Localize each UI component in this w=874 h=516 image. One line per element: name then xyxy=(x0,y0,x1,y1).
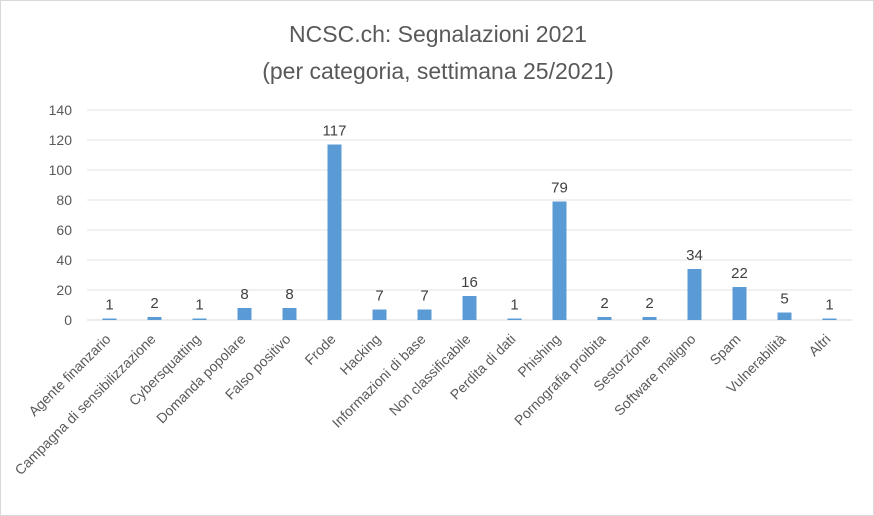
y-tick-label: 80 xyxy=(56,192,72,208)
bar xyxy=(417,309,432,320)
y-tick-label: 20 xyxy=(56,282,72,298)
bar xyxy=(327,144,342,320)
y-tick-label: 40 xyxy=(56,252,72,268)
category-label: Altri xyxy=(805,331,833,359)
bar xyxy=(687,269,702,320)
data-label: 5 xyxy=(780,291,788,308)
data-label: 79 xyxy=(551,180,568,197)
bar xyxy=(147,317,162,320)
data-label: 8 xyxy=(285,286,293,303)
y-axis-ticks: 0 20 40 60 80 100 120 140 xyxy=(49,102,73,328)
bar xyxy=(462,296,477,320)
data-label: 117 xyxy=(323,123,347,140)
data-label: 16 xyxy=(461,274,478,291)
bar xyxy=(102,318,117,320)
category-label: Agente finanzario xyxy=(25,331,114,420)
data-label: 1 xyxy=(510,297,518,314)
data-label: 7 xyxy=(420,288,428,305)
bar xyxy=(777,312,792,320)
data-label: 7 xyxy=(375,288,383,305)
bar xyxy=(597,317,612,320)
data-label: 8 xyxy=(240,286,248,303)
data-label: 2 xyxy=(600,295,608,312)
y-tick-label: 60 xyxy=(56,222,72,238)
y-tick-label: 120 xyxy=(49,132,73,148)
data-label: 1 xyxy=(105,297,113,314)
bar xyxy=(507,318,522,320)
bar xyxy=(372,309,387,320)
category-label: Frode xyxy=(301,331,338,368)
chart-subtitle: (per categoria, settimana 25/2021) xyxy=(262,58,614,84)
gridlines xyxy=(87,109,852,321)
category-label: Spam xyxy=(706,331,743,368)
data-label: 1 xyxy=(825,297,833,314)
chart-title: NCSC.ch: Segnalazioni 2021 xyxy=(289,21,587,47)
data-label: 1 xyxy=(195,297,203,314)
data-label: 22 xyxy=(731,265,748,282)
bar xyxy=(732,287,747,320)
bar xyxy=(552,201,567,320)
bar xyxy=(282,308,297,320)
data-label: 2 xyxy=(645,295,653,312)
y-tick-label: 140 xyxy=(49,102,73,118)
category-label: Software maligno xyxy=(611,331,699,419)
bar xyxy=(642,317,657,320)
bar xyxy=(237,308,252,320)
data-label: 34 xyxy=(686,247,703,264)
bar xyxy=(822,318,837,320)
y-tick-label: 0 xyxy=(64,312,72,328)
bars xyxy=(102,144,837,320)
y-tick-label: 100 xyxy=(49,162,73,178)
bar xyxy=(192,318,207,320)
category-label: Non classificabile xyxy=(386,331,474,419)
data-label: 2 xyxy=(150,295,158,312)
